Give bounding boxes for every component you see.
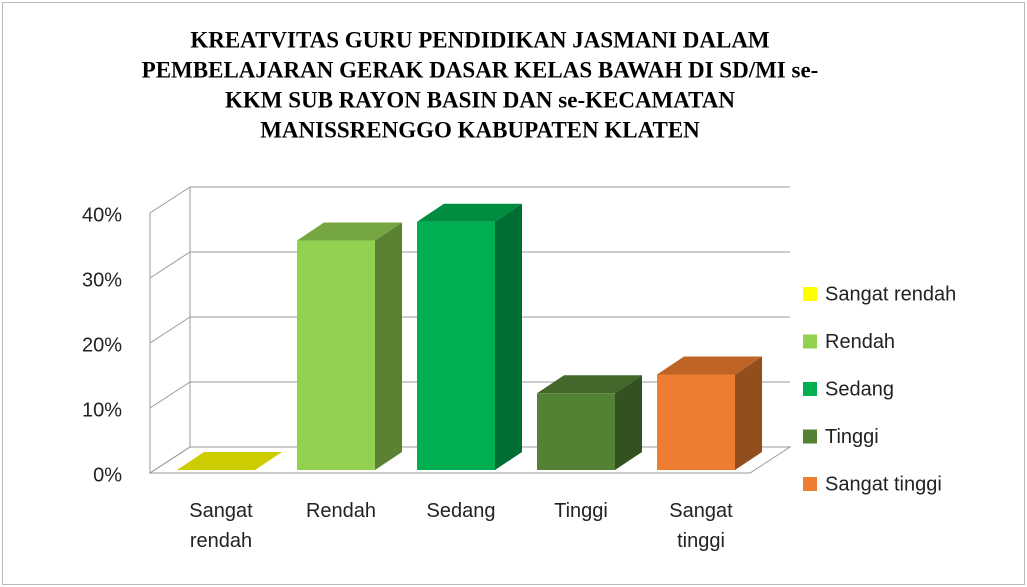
chart-title: KKM SUB RAYON BASIN DAN se-KECAMATAN xyxy=(225,87,735,112)
bar-side xyxy=(375,222,402,470)
legend-label: Sangat tinggi xyxy=(825,473,942,495)
grid-line-side xyxy=(149,251,191,279)
bar-front xyxy=(657,374,735,470)
bar-side xyxy=(735,356,762,470)
legend-swatch xyxy=(803,334,817,349)
bar-side xyxy=(495,203,522,470)
x-tick-label: Sangat tinggi xyxy=(669,500,733,552)
y-tick-label: 10% xyxy=(82,399,122,421)
legend-label: Sangat rendah xyxy=(825,283,956,305)
bar-front xyxy=(537,393,615,470)
legend-swatch xyxy=(803,477,817,491)
x-tick-label: Tinggi xyxy=(554,500,608,522)
legend-swatch xyxy=(803,382,817,396)
bar-top xyxy=(417,203,522,222)
legend-swatch xyxy=(803,429,817,444)
chart-title: KREATVITAS GURU PENDIDIKAN JASMANI DALAM xyxy=(190,27,770,52)
x-tick-label: Sangat rendah xyxy=(189,500,253,552)
bar-side xyxy=(615,375,642,470)
legend-swatch xyxy=(803,287,817,301)
y-tick-label: 0% xyxy=(93,464,122,486)
bar-top xyxy=(297,222,402,241)
x-tick-label: Rendah xyxy=(305,500,377,522)
legend-label: Tinggi xyxy=(825,426,879,448)
bar-top xyxy=(657,356,762,375)
bar-front xyxy=(417,221,495,470)
chart-title: PEMBELAJARAN GERAK DASAR KELAS BAWAH DI … xyxy=(142,57,819,82)
x-tick-label: Sedang xyxy=(426,500,496,522)
legend-label: Rendah xyxy=(825,331,895,353)
y-tick-label: 20% xyxy=(82,334,122,356)
grid-line-side xyxy=(149,186,191,214)
grid-line-side xyxy=(149,381,191,409)
grid-line-side xyxy=(149,446,191,474)
y-tick-label: 40% xyxy=(82,204,122,226)
chart-title: MANISSRENGGO KABUPATEN KLATEN xyxy=(260,117,700,142)
y-tick-label: 30% xyxy=(82,269,122,291)
bar-top xyxy=(177,452,282,470)
legend-label: Sedang xyxy=(825,378,894,400)
bar-front xyxy=(297,240,375,470)
grid-line-side xyxy=(149,316,191,344)
bar-top xyxy=(537,375,642,394)
